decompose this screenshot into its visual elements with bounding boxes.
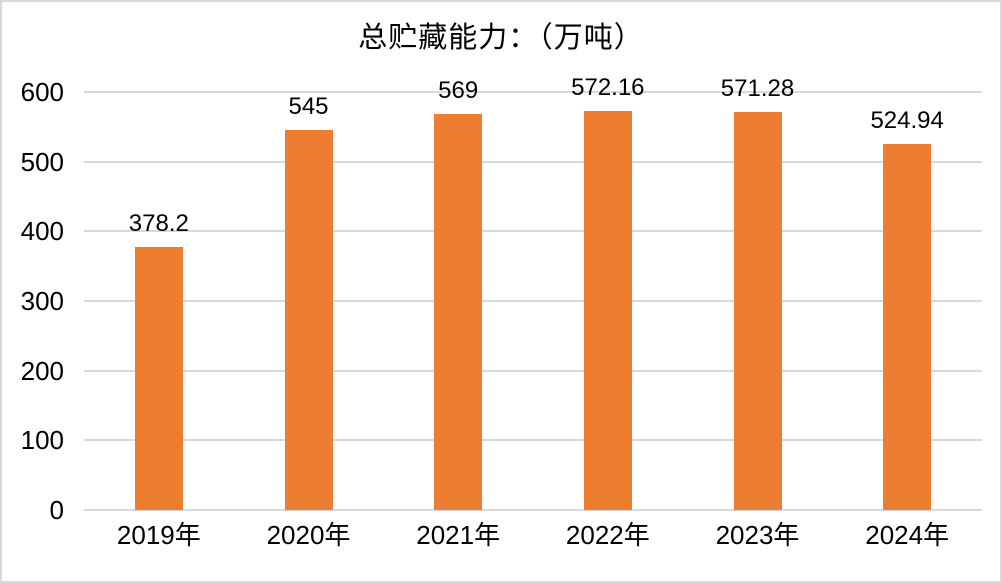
- value-label-2023年: 571.28: [720, 75, 795, 103]
- y-axis-label-200: 200: [20, 355, 64, 386]
- bar-2021年: [434, 113, 483, 510]
- bar-2022年: [583, 111, 632, 510]
- gridline-0: [84, 509, 982, 511]
- value-label-2024年: 524.94: [870, 107, 944, 135]
- bar-2024年: [883, 144, 932, 510]
- x-axis-label-2022年: 2022年: [565, 520, 650, 550]
- bar-2019年: [134, 246, 183, 510]
- x-axis-label-2024年: 2024年: [865, 520, 950, 550]
- chart-title: 总贮藏能力：（万吨）: [358, 22, 644, 54]
- gridline-400: [84, 230, 982, 233]
- value-label-2022年: 572.16: [571, 74, 645, 102]
- y-axis-label-600: 600: [20, 77, 64, 107]
- gridline-600: [84, 91, 982, 93]
- gridline-300: [84, 300, 982, 302]
- value-label-2020年: 545: [288, 93, 329, 121]
- y-axis: 0 100 200 300 400 500 600: [2, 79, 64, 523]
- value-label-2019年: 378.2: [128, 209, 189, 237]
- gridline-100: [84, 439, 982, 442]
- y-axis-label-400: 400: [20, 216, 64, 247]
- plot-area: 378.2 545 569 572.16 571.28 524.94: [84, 76, 982, 511]
- y-axis-label-100: 100: [20, 425, 64, 456]
- y-axis-label-300: 300: [20, 286, 64, 316]
- value-label-2021年: 569: [438, 76, 479, 104]
- gridline-200: [84, 369, 982, 372]
- gridline-500: [84, 160, 982, 163]
- x-axis-label-2020年: 2020年: [266, 520, 351, 550]
- x-axis-label-2023年: 2023年: [715, 520, 800, 550]
- x-axis: 2019年 2020年 2021年 2022年 2023年 2024年: [84, 520, 982, 560]
- bar-2023年: [733, 112, 782, 510]
- y-axis-label-500: 500: [20, 146, 64, 177]
- y-axis-label-0: 0: [49, 495, 64, 525]
- x-axis-label-2019年: 2019年: [116, 520, 201, 550]
- bar-2020年: [284, 130, 333, 510]
- x-axis-label-2021年: 2021年: [416, 520, 501, 550]
